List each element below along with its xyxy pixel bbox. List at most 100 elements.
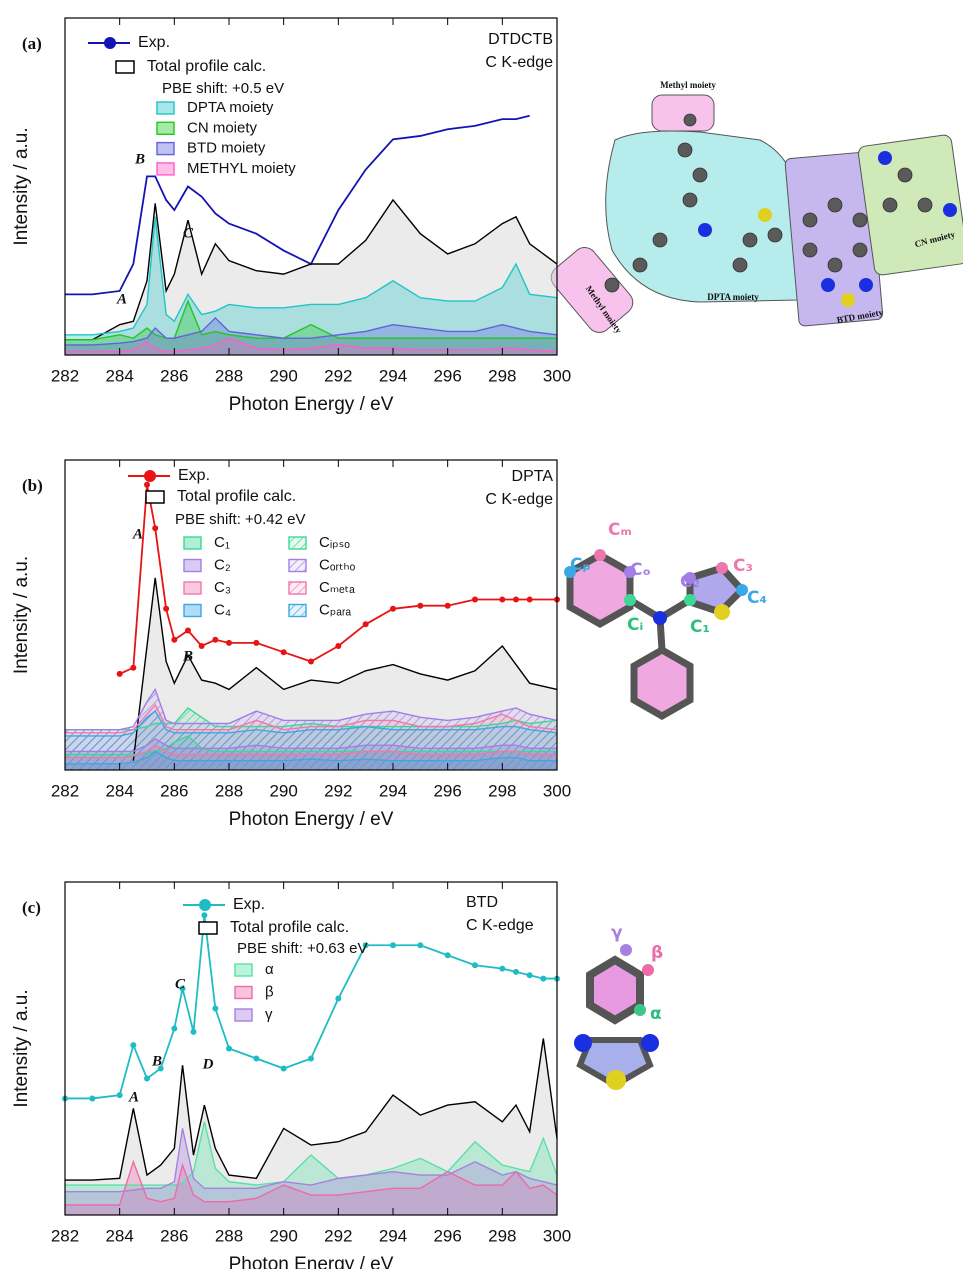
peak-annotation: B — [182, 648, 193, 664]
x-tick-label: 296 — [433, 781, 461, 800]
site-label: Cₘ — [608, 520, 632, 540]
legend-swatch — [146, 491, 164, 503]
legend-label: DPTA moiety — [187, 99, 274, 116]
x-tick-label: 290 — [269, 1226, 297, 1245]
x-tick-label: 288 — [215, 366, 243, 385]
data-point — [472, 962, 478, 968]
x-tick-label: 286 — [160, 366, 188, 385]
x-tick-label: 298 — [488, 781, 516, 800]
data-point — [144, 1075, 150, 1081]
atom-s — [758, 208, 772, 222]
legend-marker — [199, 899, 211, 911]
data-point — [226, 640, 232, 646]
data-point — [152, 525, 158, 531]
peak-annotation: C — [175, 976, 186, 992]
data-point — [144, 482, 150, 488]
atom-n — [698, 223, 712, 237]
data-point — [253, 1055, 259, 1061]
data-point — [540, 976, 546, 982]
legend-swatch — [289, 605, 306, 617]
atom-s — [606, 1070, 626, 1090]
legend-swatch — [289, 560, 306, 572]
site-label: C₁ — [690, 617, 710, 637]
data-point — [308, 659, 314, 665]
peak-annotation: D — [202, 1056, 214, 1072]
legend-label: C₂ — [214, 556, 231, 573]
data-point — [445, 603, 451, 609]
sample-label: DTDCTB — [488, 31, 553, 48]
x-tick-label: 298 — [488, 1226, 516, 1245]
x-tick-label: 296 — [433, 366, 461, 385]
data-point — [499, 966, 505, 972]
legend-label: Total profile calc. — [230, 919, 349, 936]
data-point — [417, 942, 423, 948]
atom-s — [714, 604, 730, 620]
legend-marker — [144, 470, 156, 482]
x-tick-label: 286 — [160, 781, 188, 800]
legend-label: β — [265, 983, 274, 1000]
data-point — [117, 1092, 123, 1098]
legend-swatch — [235, 987, 252, 999]
legend-label: C₁ — [214, 534, 230, 551]
legend-swatch — [184, 582, 201, 594]
atom-n — [859, 278, 873, 292]
sample-label: DPTA — [512, 468, 554, 485]
x-tick-label: 284 — [105, 366, 133, 385]
data-point — [472, 597, 478, 603]
x-tick-label: 282 — [51, 1226, 79, 1245]
edge-label: C K-edge — [485, 54, 553, 71]
data-point — [130, 1042, 136, 1048]
data-point — [281, 1065, 287, 1071]
legend-swatch — [157, 163, 174, 175]
data-point — [527, 597, 533, 603]
x-tick-label: 294 — [379, 1226, 407, 1245]
y-axis-label: Intensity / a.u. — [11, 556, 32, 674]
peak-annotation: B — [134, 151, 145, 167]
panel: 282284286288290292294296298300Photon Ene… — [11, 882, 571, 1269]
legend-label: BTD moiety — [187, 140, 266, 157]
data-point — [513, 969, 519, 975]
legend-swatch — [116, 61, 134, 73]
legend-label: Cₒᵣₜₕₒ — [319, 556, 356, 573]
site-label: C₂ — [680, 572, 700, 592]
legend-label: Total profile calc. — [147, 58, 266, 75]
peak-annotation: A — [132, 526, 143, 542]
legend-swatch — [157, 102, 174, 114]
x-axis-label: Photon Energy / eV — [229, 809, 394, 830]
site-label: Cᵢ — [627, 615, 643, 635]
site-label: β — [651, 943, 663, 963]
legend-swatch — [289, 582, 306, 594]
edge-label: C K-edge — [466, 917, 534, 934]
legend-swatch — [289, 537, 306, 549]
ring — [634, 650, 690, 716]
site — [624, 594, 636, 606]
edge-label: C K-edge — [485, 491, 553, 508]
atom-n — [821, 278, 835, 292]
legend-marker — [104, 37, 116, 49]
data-point — [89, 1095, 95, 1101]
data-point — [335, 996, 341, 1002]
atom-n — [878, 151, 892, 165]
x-tick-label: 292 — [324, 366, 352, 385]
site — [594, 549, 606, 561]
x-tick-label: 292 — [324, 1226, 352, 1245]
legend-label: C₃ — [214, 579, 231, 596]
x-tick-label: 282 — [51, 366, 79, 385]
site-label: C₃ — [733, 556, 753, 576]
molecule-a: Methyl moiety DPTA moiety BTD moiety CN … — [546, 80, 963, 337]
legend-label: Cₘₑₜₐ — [319, 579, 355, 596]
legend-label: C₄ — [214, 601, 231, 618]
data-point — [335, 643, 341, 649]
data-point — [390, 942, 396, 948]
legend-note: PBE shift: +0.42 eV — [175, 511, 306, 528]
legend-swatch — [184, 605, 201, 617]
x-tick-label: 300 — [543, 781, 571, 800]
legend-note: PBE shift: +0.5 eV — [162, 80, 284, 97]
site — [634, 1004, 646, 1016]
x-tick-label: 288 — [215, 1226, 243, 1245]
site-label: Cₚ — [570, 555, 591, 575]
data-point — [130, 665, 136, 671]
legend-label: Cₚₐᵣₐ — [319, 601, 351, 618]
data-point — [199, 643, 205, 649]
x-tick-label: 298 — [488, 366, 516, 385]
